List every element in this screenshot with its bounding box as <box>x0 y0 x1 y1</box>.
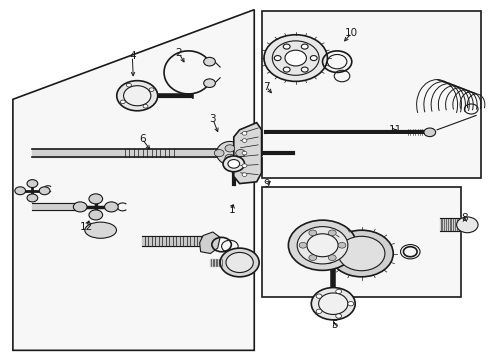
Text: 9: 9 <box>263 179 269 189</box>
Text: 6: 6 <box>139 134 145 144</box>
Circle shape <box>89 210 102 220</box>
Circle shape <box>242 139 246 142</box>
Circle shape <box>283 67 289 72</box>
Circle shape <box>337 236 384 271</box>
Circle shape <box>27 180 38 188</box>
Circle shape <box>123 86 151 106</box>
Circle shape <box>27 194 38 202</box>
Circle shape <box>315 309 321 314</box>
Circle shape <box>285 50 306 66</box>
Circle shape <box>335 289 341 294</box>
Circle shape <box>235 149 245 157</box>
Circle shape <box>149 88 154 91</box>
Circle shape <box>203 57 215 66</box>
Circle shape <box>117 81 158 111</box>
Circle shape <box>242 164 246 167</box>
Polygon shape <box>199 232 220 253</box>
Text: 4: 4 <box>129 51 135 61</box>
Text: 3: 3 <box>209 114 216 124</box>
Circle shape <box>318 293 347 315</box>
Circle shape <box>274 55 281 60</box>
Circle shape <box>423 128 435 136</box>
Circle shape <box>329 230 392 277</box>
Circle shape <box>347 302 353 306</box>
Circle shape <box>126 84 131 87</box>
Circle shape <box>224 145 234 152</box>
Circle shape <box>143 104 148 108</box>
Circle shape <box>227 159 239 168</box>
Circle shape <box>335 314 341 318</box>
Ellipse shape <box>216 141 243 165</box>
Circle shape <box>242 132 246 135</box>
Circle shape <box>315 294 321 298</box>
Circle shape <box>306 234 337 257</box>
Circle shape <box>104 202 118 212</box>
Circle shape <box>308 230 316 236</box>
Circle shape <box>220 248 259 277</box>
Circle shape <box>288 220 356 270</box>
Polygon shape <box>13 10 254 350</box>
Circle shape <box>328 255 335 261</box>
Circle shape <box>301 67 307 72</box>
Circle shape <box>297 226 347 264</box>
Circle shape <box>299 242 306 248</box>
Text: 11: 11 <box>388 125 402 135</box>
Bar <box>261 12 480 178</box>
Text: 12: 12 <box>79 222 92 231</box>
Text: 5: 5 <box>331 320 337 330</box>
Circle shape <box>225 252 253 273</box>
Circle shape <box>39 187 50 195</box>
Text: 2: 2 <box>175 48 182 58</box>
Circle shape <box>283 44 289 49</box>
Circle shape <box>224 154 234 161</box>
Circle shape <box>242 151 246 155</box>
Circle shape <box>328 230 335 236</box>
Ellipse shape <box>84 222 116 238</box>
Circle shape <box>15 187 25 195</box>
Circle shape <box>311 288 354 320</box>
Circle shape <box>308 255 316 261</box>
Text: 8: 8 <box>461 213 467 222</box>
Circle shape <box>214 149 224 157</box>
Circle shape <box>203 79 215 87</box>
Circle shape <box>264 35 327 81</box>
Circle shape <box>89 194 102 204</box>
Polygon shape <box>233 123 261 184</box>
Circle shape <box>337 242 345 248</box>
Circle shape <box>120 100 125 104</box>
Text: 1: 1 <box>228 206 235 216</box>
Text: 10: 10 <box>345 28 358 38</box>
Circle shape <box>456 217 477 233</box>
Text: 7: 7 <box>263 82 269 92</box>
Circle shape <box>310 55 317 60</box>
Circle shape <box>242 173 246 176</box>
Circle shape <box>301 44 307 49</box>
Circle shape <box>73 202 87 212</box>
Bar <box>261 187 461 297</box>
Circle shape <box>223 156 244 172</box>
